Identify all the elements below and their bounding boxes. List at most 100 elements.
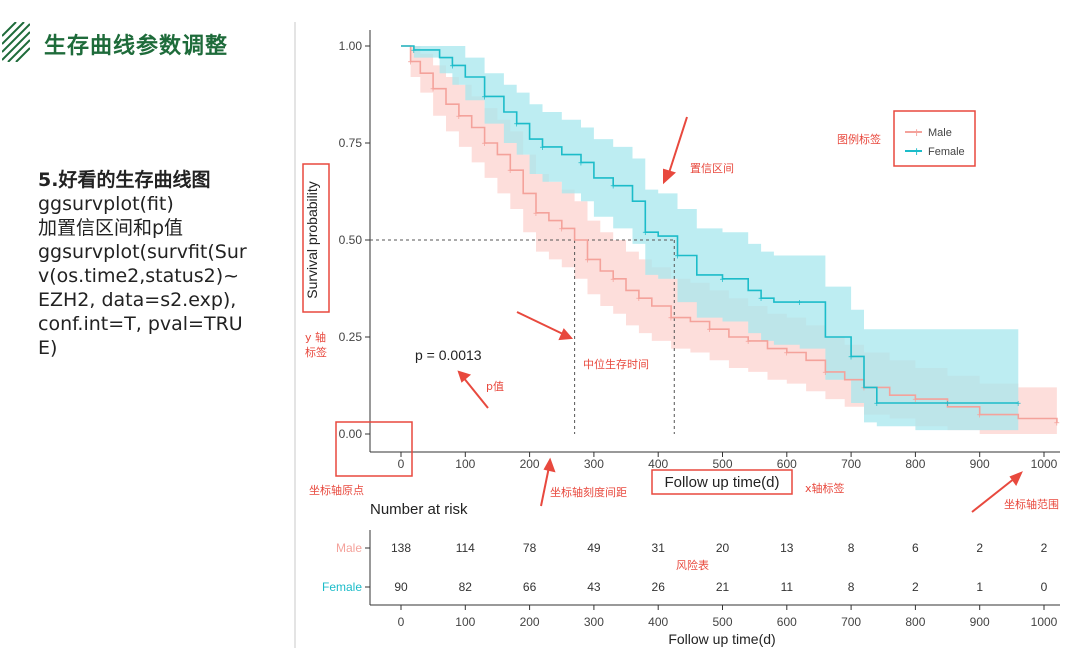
risk-value: 2 [912,580,919,594]
legend-female-cross: + [912,145,921,158]
x-label-box [651,469,793,495]
legend-female-label: Female [928,146,965,158]
censor-mark-female: + [874,399,880,410]
annotations [302,163,793,495]
censor-mark-female: + [514,120,520,131]
censor-mark-male: + [584,255,590,266]
censor-mark-male: + [1054,418,1060,429]
y-tick-label: 0.00 [339,427,363,441]
risk-value: 78 [523,541,537,555]
censor-mark-male: + [533,209,539,220]
risk-value: 31 [652,541,666,555]
slide-subtitle: 5.好看的生存曲线图 [38,169,211,191]
risk-value: 20 [716,541,730,555]
censor-mark-male: + [430,85,436,96]
risk-x-tick-label: 300 [584,615,604,629]
risk-x-tick-label: 400 [648,615,668,629]
risk-value: 8 [848,541,855,555]
ann-ci: 置信区间 [690,162,734,175]
x-tick-label: 800 [905,457,925,471]
risk-value: 0 [1041,580,1048,594]
censor-mark-male: + [482,139,488,150]
ann-y-label-2: 标签 [305,345,327,359]
y-tick-label: 0.75 [339,136,363,150]
censor-mark-female: + [539,143,545,154]
censor-mark-male: + [822,368,828,379]
censor-mark-female: + [578,158,584,169]
ann-x-label: x轴标签 [805,481,845,495]
ci-band-female [401,46,1019,431]
censor-mark-female: + [1015,399,1021,410]
risk-value: 43 [587,580,601,594]
censor-mark-female: + [945,399,951,410]
risk-value: 49 [587,541,601,555]
risk-value: 13 [780,541,794,555]
risk-x-tick-label: 500 [712,615,732,629]
ann-y-label-1: y 轴 [305,330,326,344]
y-label-box [302,163,330,313]
risk-x-tick-label: 200 [520,615,540,629]
censor-mark-male: + [456,112,462,123]
x-tick-label: 200 [520,457,540,471]
x-axis-label: Follow up time(d) [664,474,779,491]
ann-axis-range: 坐标轴范围 [1004,497,1059,511]
risk-value: 21 [716,580,730,594]
ann-pvalue: p值 [486,380,504,393]
slide-header: 生存曲线参数调整 [0,22,290,66]
x-tick-label: 0 [398,457,405,471]
code-line-3: ggsurvplot(survfit(Surv(os.time2,status2… [38,241,247,359]
stripes-icon [2,22,30,62]
risk-value: 26 [652,580,666,594]
risk-value: 2 [1041,541,1048,555]
ann-tick-spacing: 坐标轴刻度间距 [550,485,627,499]
y-tick-label: 0.25 [339,330,363,344]
risk-table-xlabel: Follow up time(d) [668,631,775,647]
legend-male-cross: + [912,126,921,139]
risk-x-tick-label: 600 [777,615,797,629]
legend: + Male + Female [893,110,976,167]
x-tick-label: 500 [712,457,732,471]
risk-value: 82 [459,580,473,594]
censor-mark-female: + [848,352,854,363]
slide-body: 5.好看的生存曲线图 ggsurvplot(fit) 加置信区间和p值 ggsu… [38,168,248,360]
censor-mark-female: + [797,298,803,309]
code-line-2: 加置信区间和p值 [38,217,184,239]
risk-value: 8 [848,580,855,594]
code-line-1: ggsurvplot(fit) [38,193,174,215]
censor-mark-male: + [745,337,751,348]
risk-x-tick-label: 700 [841,615,861,629]
risk-x-tick-label: 800 [905,615,925,629]
censor-mark-male: + [507,166,513,177]
risk-value: 66 [523,580,537,594]
x-tick-label: 900 [970,457,990,471]
risk-x-tick-label: 0 [398,615,405,629]
risk-row-label: Female [322,580,362,594]
censor-mark-male: + [977,411,983,422]
ann-origin: 坐标轴原点 [309,483,364,497]
y-tick-label: 1.00 [339,39,363,53]
risk-table-title: Number at risk [370,501,468,518]
ann-legend: 图例标签 [837,132,881,146]
censor-mark-female: + [482,92,488,103]
risk-x-tick-label: 900 [970,615,990,629]
origin-box [335,421,413,477]
risk-value: 11 [781,580,794,594]
x-tick-label: 600 [777,457,797,471]
y-tick-label: 0.50 [339,233,363,247]
ann-median: 中位生存时间 [583,357,649,371]
p-value: p = 0.0013 [415,347,482,363]
risk-value: 114 [456,541,475,555]
censor-mark-male: + [636,294,642,305]
x-tick-label: 400 [648,457,668,471]
risk-row-label: Male [336,541,362,555]
risk-x-tick-label: 1000 [1031,615,1058,629]
risk-value: 1 [976,580,983,594]
risk-value: 90 [394,580,408,594]
censor-mark-male: + [861,383,867,394]
annotation-arrows [457,116,1023,513]
risk-value: 2 [976,541,983,555]
x-tick-label: 300 [584,457,604,471]
x-tick-label: 700 [841,457,861,471]
censor-mark-female: + [449,61,455,72]
